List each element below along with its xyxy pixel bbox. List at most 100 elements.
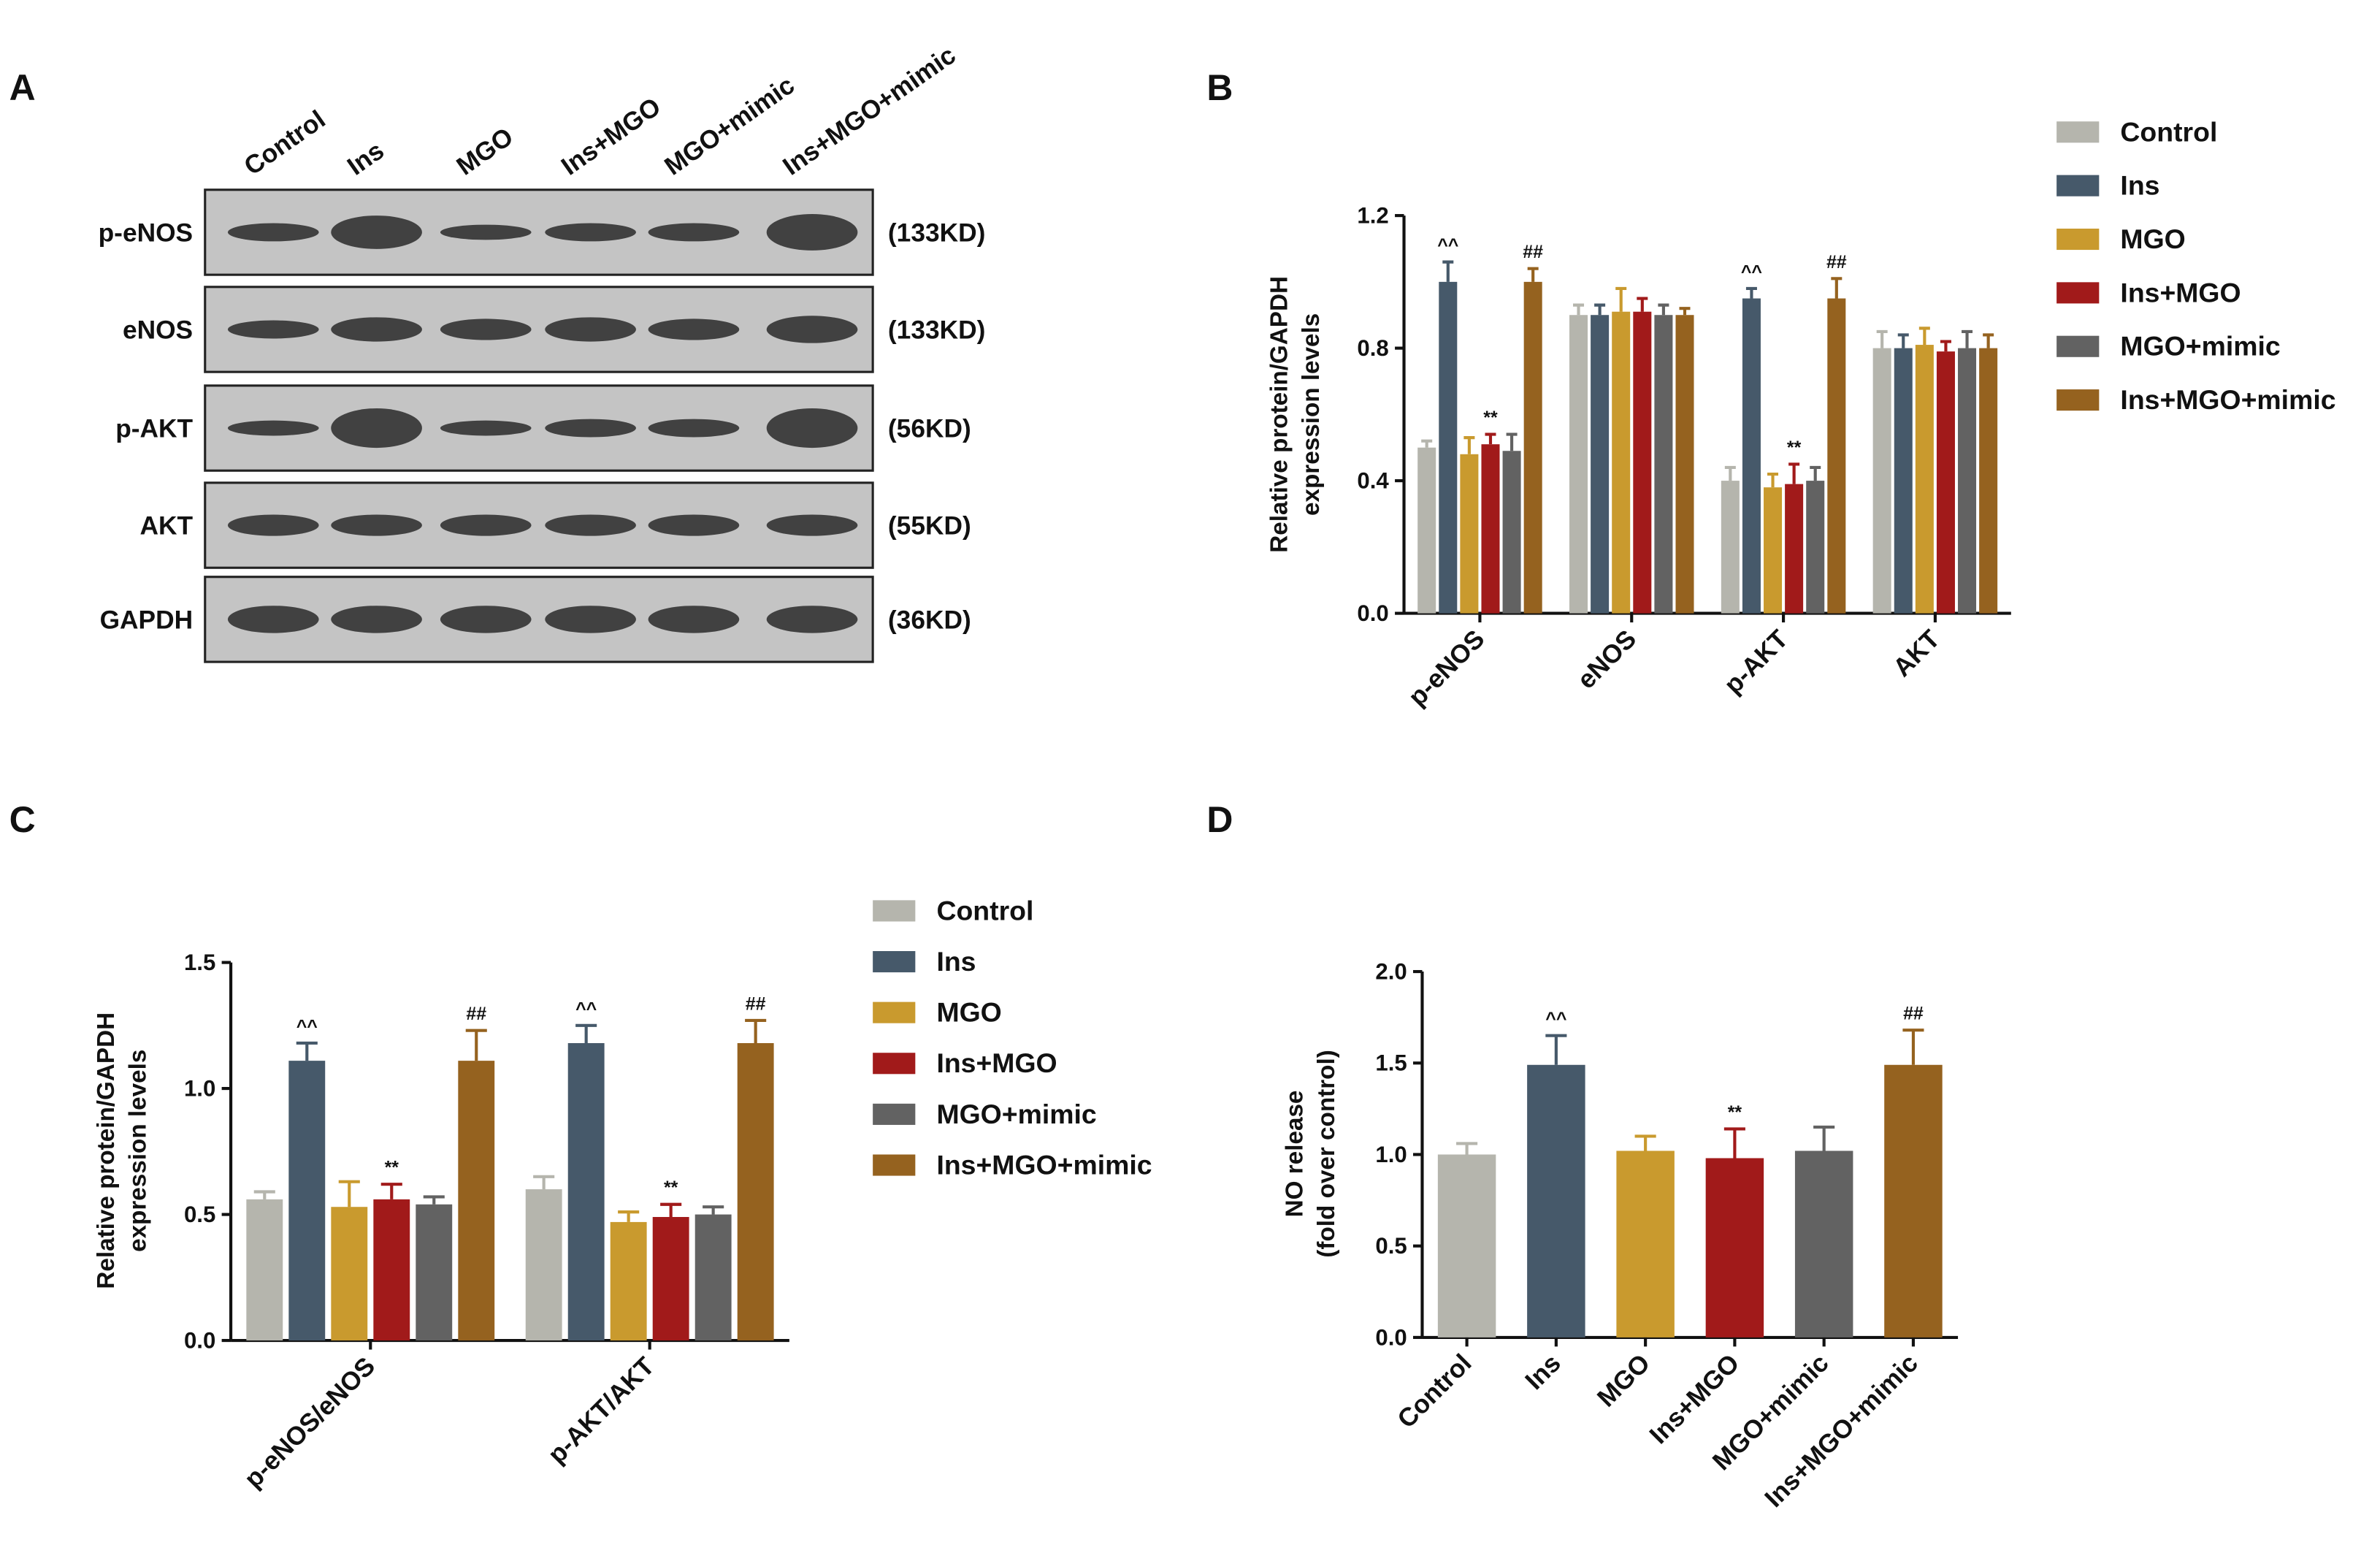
y-tick-label: 2.0 xyxy=(1375,958,1407,984)
significance-label: ## xyxy=(1523,242,1543,262)
x-tick-label: eNOS xyxy=(1572,625,1642,695)
bar xyxy=(1502,451,1521,614)
bar xyxy=(567,1042,605,1341)
error-bar xyxy=(1940,340,1951,352)
error-bar xyxy=(1463,436,1475,454)
bar xyxy=(1806,481,1825,614)
bar xyxy=(1437,1154,1496,1338)
y-tick-label: 1.2 xyxy=(1357,202,1388,228)
bar xyxy=(1591,315,1610,614)
error-bar xyxy=(338,1180,360,1207)
lane-label: MGO+mimic xyxy=(659,71,800,181)
bar xyxy=(1523,281,1542,614)
legend-swatch xyxy=(2056,389,2100,411)
band xyxy=(545,514,636,536)
significance-label: ## xyxy=(746,993,766,1014)
row-label: p-AKT xyxy=(115,415,193,443)
error-bar xyxy=(1788,462,1800,484)
legend-swatch xyxy=(873,900,916,922)
error-bar xyxy=(1723,1127,1745,1159)
row-label: AKT xyxy=(140,512,194,541)
legend-label: MGO xyxy=(936,997,1001,1028)
significance-label: ## xyxy=(1903,1004,1924,1024)
lane-label: Ins xyxy=(343,136,389,180)
legend-label: Ins+MGO xyxy=(2120,277,2241,308)
x-tick-label: p-AKT/AKT xyxy=(543,1351,660,1469)
significance-label: ^^ xyxy=(575,999,597,1019)
bar xyxy=(610,1221,647,1341)
x-tick-label: MGO xyxy=(1592,1348,1656,1412)
bar xyxy=(1894,348,1913,614)
significance-label: ^^ xyxy=(1545,1009,1566,1029)
error-bar xyxy=(660,1202,682,1218)
significance-label: ** xyxy=(385,1158,399,1178)
bar xyxy=(1936,351,1955,614)
band xyxy=(331,408,422,449)
band xyxy=(766,408,858,449)
legend-label: Control xyxy=(936,895,1033,926)
bar xyxy=(416,1204,453,1341)
band xyxy=(648,318,740,340)
significance-label: ^^ xyxy=(1741,262,1762,282)
band xyxy=(766,316,858,343)
error-bar xyxy=(1545,1034,1567,1065)
error-bar xyxy=(533,1175,555,1190)
error-bar xyxy=(465,1029,487,1061)
x-tick-label: p-eNOS xyxy=(1403,625,1490,711)
bar xyxy=(373,1199,410,1341)
bar xyxy=(1439,281,1458,614)
band xyxy=(440,318,532,340)
panel-letter: A xyxy=(9,67,36,108)
bar xyxy=(695,1214,732,1341)
y-axis-label: expression levels xyxy=(1298,313,1325,516)
bar xyxy=(1872,348,1891,614)
band xyxy=(545,317,636,342)
error-bar xyxy=(1876,329,1888,348)
band xyxy=(648,419,740,438)
band xyxy=(227,420,319,436)
size-label: (36KD) xyxy=(888,606,971,634)
bar xyxy=(288,1061,326,1341)
significance-label: ^^ xyxy=(1437,235,1458,256)
band xyxy=(766,606,858,633)
y-tick-label: 0.0 xyxy=(1375,1324,1407,1350)
bar xyxy=(1721,481,1740,614)
band xyxy=(648,223,740,242)
bar xyxy=(1417,447,1436,614)
band xyxy=(440,606,532,633)
significance-label: ^^ xyxy=(296,1016,318,1037)
bar xyxy=(1827,298,1846,614)
legend-label: Ins xyxy=(936,946,976,977)
size-label: (56KD) xyxy=(888,415,971,443)
error-bar xyxy=(1831,277,1843,299)
error-bar xyxy=(1897,333,1909,348)
band xyxy=(648,514,740,536)
y-tick-label: 0.4 xyxy=(1357,468,1389,493)
bar xyxy=(1764,487,1783,614)
x-tick-label: Control xyxy=(1392,1348,1477,1433)
bar xyxy=(1633,311,1652,614)
y-tick-label: 0.5 xyxy=(184,1202,215,1227)
bar xyxy=(1527,1064,1585,1338)
error-bar xyxy=(1983,333,1994,348)
band xyxy=(545,223,636,242)
legend-label: Control xyxy=(2120,116,2217,147)
bar xyxy=(458,1061,495,1341)
y-axis-label: Relative protein/GAPDH xyxy=(93,1012,120,1289)
error-bar xyxy=(1679,307,1691,316)
error-bar xyxy=(1918,327,1930,346)
legend-swatch xyxy=(873,950,916,973)
bar xyxy=(1616,1151,1675,1338)
error-bar xyxy=(1767,472,1779,488)
error-bar xyxy=(1658,303,1669,316)
band xyxy=(331,215,422,249)
band xyxy=(440,514,532,536)
legend-label: MGO+mimic xyxy=(936,1099,1096,1129)
bar xyxy=(246,1199,283,1341)
band xyxy=(227,223,319,242)
error-bar xyxy=(1902,1029,1924,1065)
band xyxy=(440,224,532,240)
legend-label: Ins+MGO+mimic xyxy=(936,1149,1152,1180)
legend-swatch xyxy=(873,1103,916,1125)
